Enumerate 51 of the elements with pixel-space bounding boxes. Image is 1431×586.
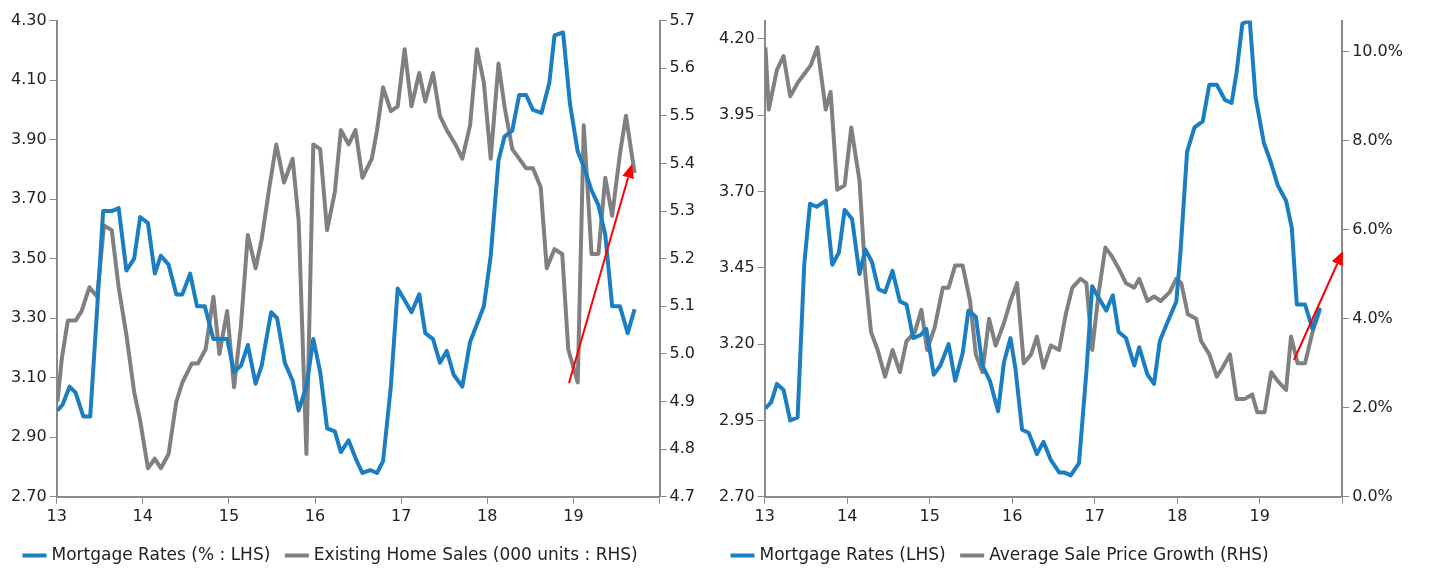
y2-tick-label: 5.5 [669,105,696,124]
y-tick-label: 2.70 [11,485,47,505]
x-tick-label: 13 [754,505,775,525]
y2-tick-label: 5.1 [669,295,696,315]
x-tick-label: 17 [390,505,412,525]
x-tick-label: 16 [1001,505,1023,525]
y-tick-label: 4.10 [11,69,47,89]
y-tick-label: 4.20 [719,28,755,48]
y-tick-label: 3.70 [11,188,47,208]
x-tick-label: 13 [46,505,67,525]
legend-label: Existing Home Sales (000 units : RHS) [313,543,638,564]
legend-label: Average Sale Price Growth (RHS) [989,543,1269,564]
x-tick-label: 14 [836,505,858,525]
y2-tick-label: 5.6 [669,57,696,77]
y2-tick-label: 0.0% [1352,485,1393,505]
x-tick-label: 15 [919,505,940,525]
legend-label: Mortgage Rates (LHS) [759,543,946,564]
y2-tick-label: 4.8 [669,438,696,458]
y-tick-label: 3.95 [719,104,755,124]
x-tick-label: 19 [563,505,584,525]
y-tick-label: 2.70 [719,485,755,505]
legend-label: Mortgage Rates (% : LHS) [51,543,271,564]
y-tick-label: 3.20 [719,333,755,353]
y2-tick-label: 5.0 [669,343,696,363]
x-tick-label: 18 [477,505,498,525]
x-tick-label: 19 [1249,505,1270,525]
y-tick-label: 3.30 [11,307,47,327]
y2-tick-label: 4.0% [1352,307,1393,327]
y2-tick-label: 5.7 [669,9,696,29]
y2-tick-label: 8.0% [1352,129,1393,149]
y-tick-label: 2.95 [719,409,755,429]
y2-tick-label: 5.3 [669,200,696,220]
y-tick-label: 3.70 [719,180,755,200]
y-tick-label: 3.45 [719,257,755,277]
y2-tick-label: 5.2 [669,247,696,267]
x-tick-label: 18 [1166,505,1188,525]
y2-tick-label: 4.9 [669,390,696,410]
y-tick-label: 3.90 [11,128,47,148]
y2-tick-label: 6.0% [1352,218,1393,238]
y2-tick-label: 4.7 [669,485,696,505]
x-tick-label: 14 [132,505,153,525]
y-tick-label: 3.50 [11,247,47,267]
x-tick-label: 15 [218,505,240,525]
y-tick-label: 4.30 [11,9,47,29]
y2-tick-label: 2.0% [1352,396,1393,416]
y2-tick-label: 5.4 [669,152,696,172]
y-tick-label: 2.90 [11,426,47,446]
x-tick-label: 17 [1084,505,1105,525]
y-tick-label: 3.10 [11,366,47,386]
y2-tick-label: 10.0% [1352,40,1403,60]
x-tick-label: 16 [304,505,326,525]
